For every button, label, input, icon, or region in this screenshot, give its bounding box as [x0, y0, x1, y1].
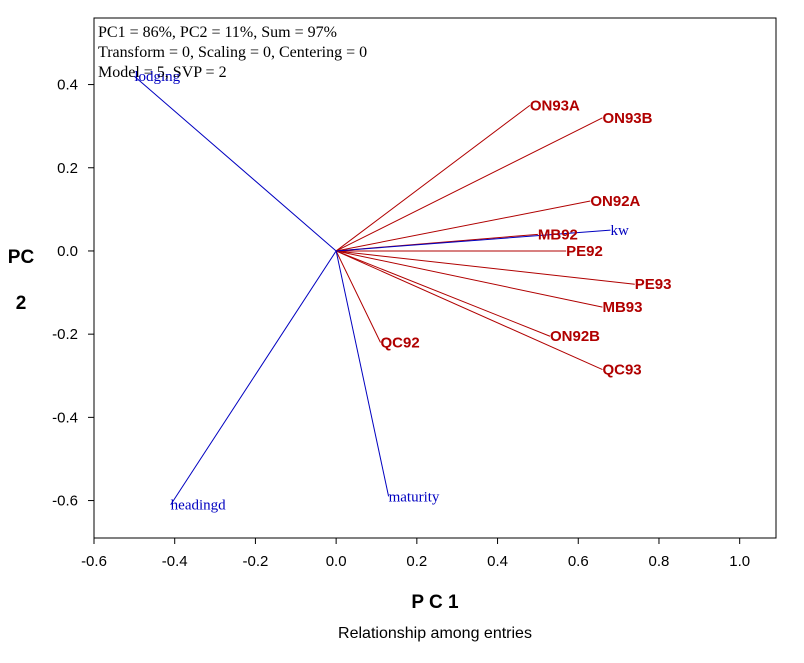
- entry-vector: [335, 117, 603, 252]
- entry-vector: [336, 250, 603, 308]
- entry-label: ON92A: [590, 193, 640, 210]
- trait-vector: [134, 75, 337, 252]
- trait-label: headingd: [171, 498, 226, 514]
- y-tick-label: -0.2: [52, 326, 78, 343]
- info-line: Model = 5, SVP = 2: [98, 64, 227, 81]
- x-tick-label: 0.4: [487, 553, 508, 570]
- entry-vector: [335, 250, 551, 337]
- entry-vector: [335, 250, 381, 343]
- y-tick-label: -0.4: [52, 409, 78, 426]
- entry-label: ON93A: [530, 97, 580, 114]
- trait-vector: [335, 250, 390, 497]
- x-axis: -0.6 -0.4 -0.2 0.0 0.2 0.4 0.6 0.8 1.0: [81, 538, 750, 570]
- entry-vector: [335, 250, 603, 370]
- entry-vector: [335, 104, 531, 252]
- x-tick-label: -0.6: [81, 553, 107, 570]
- y-axis-title: PC 2: [8, 247, 35, 314]
- info-line: Transform = 0, Scaling = 0, Centering = …: [98, 44, 367, 61]
- entry-vector: [336, 250, 635, 285]
- chart-caption: Relationship among entries: [338, 625, 532, 642]
- y-tick-label: 0.2: [57, 160, 78, 177]
- trait-label: lodging: [134, 69, 180, 85]
- y-axis: -0.6 -0.4 -0.2 0.0 0.2 0.4: [52, 77, 94, 510]
- entry-label: QC93: [602, 362, 641, 379]
- x-tick-label: -0.4: [162, 553, 188, 570]
- y-axis-title-text: PC: [8, 247, 35, 268]
- x-tick-label: 0.8: [649, 553, 670, 570]
- entry-label: PE93: [635, 276, 672, 293]
- entry-label: ON92B: [550, 328, 600, 345]
- x-tick-label: 0.0: [326, 553, 347, 570]
- trait-vector: [170, 250, 337, 505]
- x-tick-label: 1.0: [729, 553, 750, 570]
- plot-area: [93, 17, 777, 539]
- y-tick-label: 0.4: [57, 77, 78, 94]
- entry-label: PE92: [566, 243, 603, 260]
- trait-label: kw: [611, 223, 630, 239]
- x-tick-label: -0.2: [242, 553, 268, 570]
- info-line: PC1 = 86%, PC2 = 11%, Sum = 97%: [98, 24, 337, 41]
- trait-vector: [336, 229, 611, 252]
- entry-label: MB92: [538, 226, 578, 243]
- x-axis-title: P C 1: [411, 592, 459, 613]
- y-tick-label: -0.6: [52, 493, 78, 510]
- info-box: PC1 = 86%, PC2 = 11%, Sum = 97% Transfor…: [98, 24, 367, 81]
- entry-vector: [336, 200, 591, 252]
- y-tick-label: 0.0: [57, 243, 78, 260]
- x-tick-label: 0.6: [568, 553, 589, 570]
- trait-label: maturity: [389, 489, 440, 505]
- vector-lines: [134, 75, 635, 505]
- x-tick-label: 0.2: [406, 553, 427, 570]
- entry-label: QC92: [381, 334, 420, 351]
- entry-label: ON93B: [602, 110, 652, 127]
- entry-label: MB93: [602, 299, 642, 316]
- y-axis-title-text: 2: [16, 293, 27, 314]
